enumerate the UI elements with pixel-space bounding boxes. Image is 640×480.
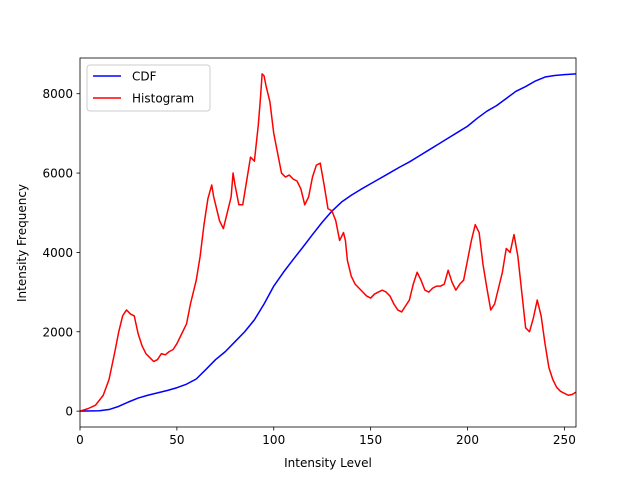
y-axis-label: Intensity Frequency xyxy=(15,184,29,302)
axes-frame xyxy=(79,57,577,428)
x-tick-label-150: 150 xyxy=(359,433,382,447)
legend-label-cdf: CDF xyxy=(132,70,157,84)
y-tick-label-2000: 2000 xyxy=(42,325,73,339)
y-tick-label-0: 0 xyxy=(65,405,73,419)
plot-area: 0 50 100 150 200 250 0 2000 4000 6000 8000 xyxy=(42,57,577,447)
x-tick-label-0: 0 xyxy=(76,433,84,447)
series-line-histogram xyxy=(79,73,577,412)
y-tick-label-4000: 4000 xyxy=(42,246,73,260)
legend: CDF Histogram xyxy=(86,64,211,112)
y-tick-label-8000: 8000 xyxy=(42,87,73,101)
x-tick-label-100: 100 xyxy=(262,433,285,447)
x-axis-label: Intensity Level xyxy=(284,456,372,470)
legend-label-histogram: Histogram xyxy=(132,92,194,106)
x-tick-label-250: 250 xyxy=(553,433,576,447)
x-tick-label-200: 200 xyxy=(456,433,479,447)
x-tick-label-50: 50 xyxy=(169,433,184,447)
y-tick-label-6000: 6000 xyxy=(42,167,73,181)
